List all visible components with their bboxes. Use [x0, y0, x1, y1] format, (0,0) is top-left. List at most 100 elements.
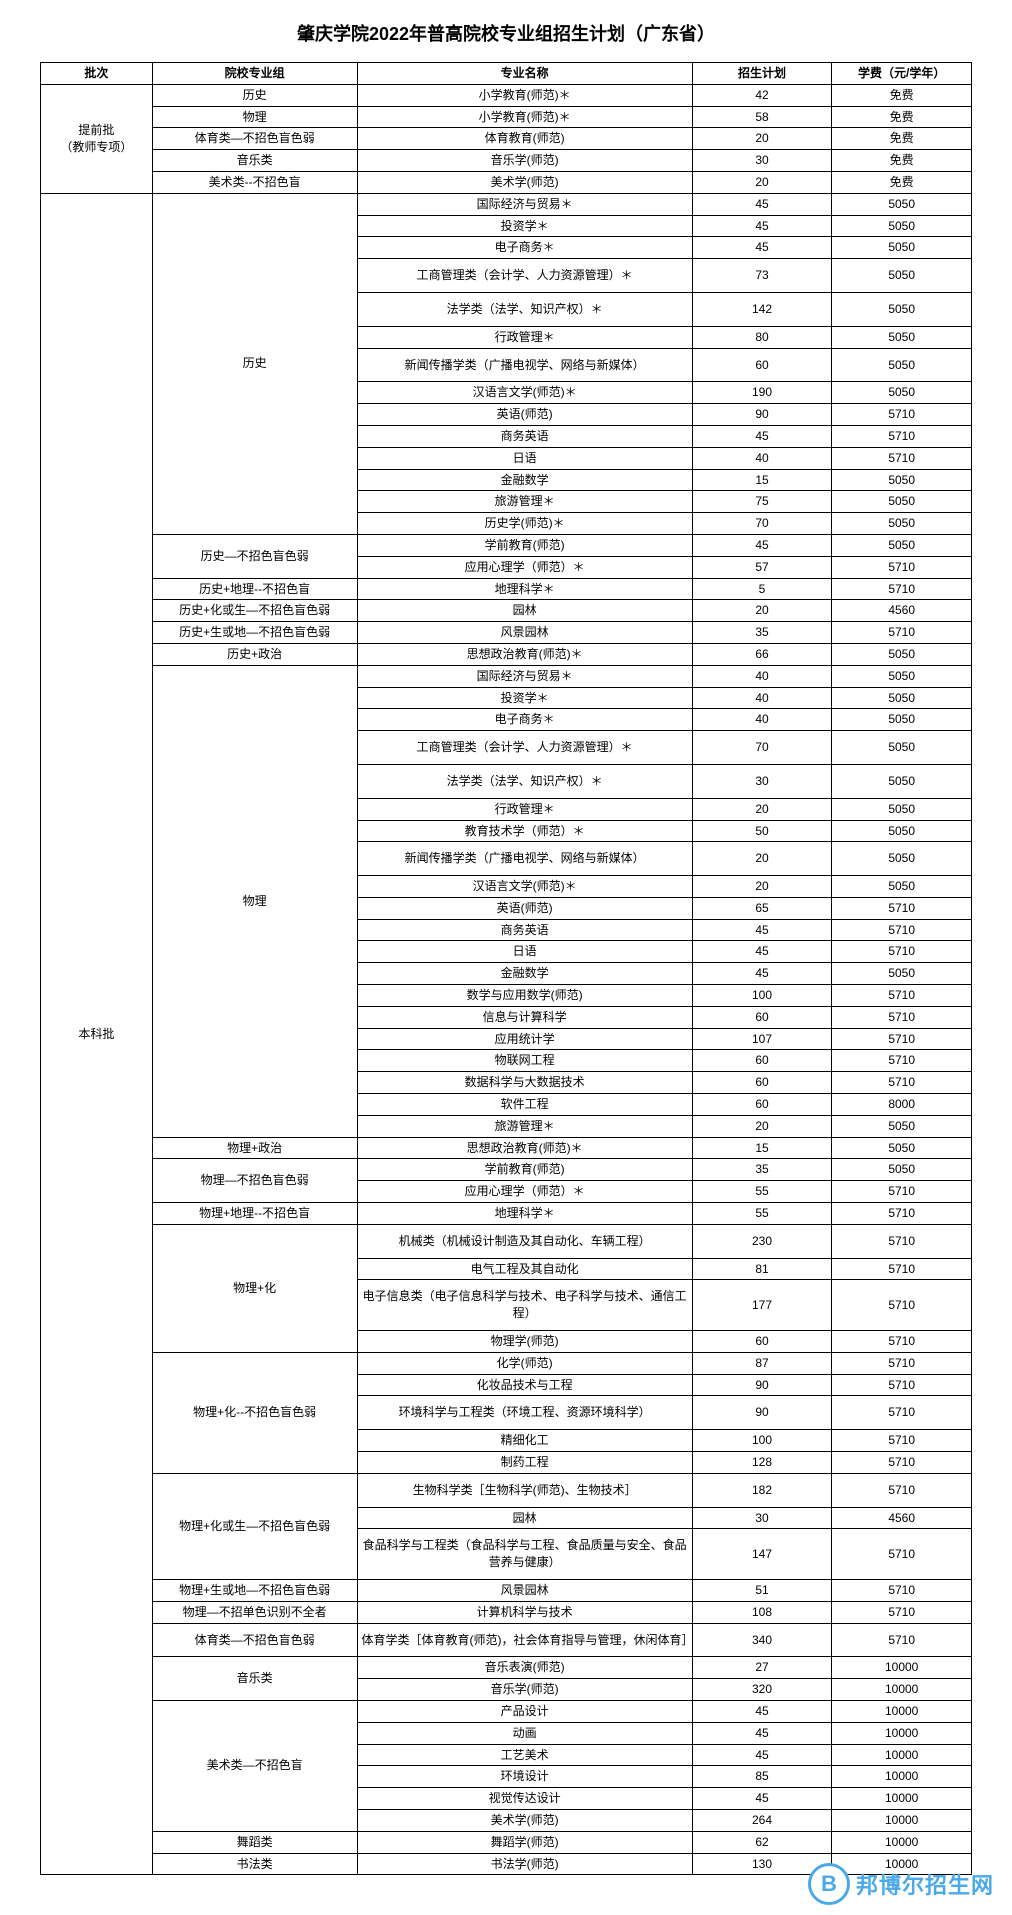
plan-cell: 20 [692, 128, 832, 150]
plan-cell: 90 [692, 404, 832, 426]
major-cell: 行政管理＊ [357, 798, 692, 820]
table-row: 音乐类音乐学(师范)30免费 [41, 150, 972, 172]
plan-cell: 60 [692, 1331, 832, 1353]
plan-cell: 35 [692, 1159, 832, 1181]
table-row: 舞蹈类舞蹈学(师范)6210000 [41, 1831, 972, 1853]
major-cell: 商务英语 [357, 919, 692, 941]
major-cell: 美术学(师范) [357, 171, 692, 193]
fee-cell: 5710 [832, 1529, 972, 1580]
major-cell: 体育学类［体育教育(师范)，社会体育指导与管理，休闲体育］ [357, 1623, 692, 1657]
col-header-fee: 学费（元/学年） [832, 63, 972, 85]
major-cell: 汉语言文学(师范)＊ [357, 382, 692, 404]
plan-cell: 190 [692, 382, 832, 404]
plan-cell: 70 [692, 731, 832, 765]
col-header-plan: 招生计划 [692, 63, 832, 85]
major-cell: 书法学(师范) [357, 1853, 692, 1875]
plan-cell: 40 [692, 709, 832, 731]
plan-cell: 45 [692, 237, 832, 259]
major-cell: 教育技术学（师范）＊ [357, 820, 692, 842]
major-cell: 园林 [357, 600, 692, 622]
fee-cell: 10000 [832, 1788, 972, 1810]
watermark: B 邦博尔招生网 [808, 1863, 994, 1905]
col-header-group: 院校专业组 [152, 63, 357, 85]
major-cell: 小学教育(师范)＊ [357, 84, 692, 106]
major-cell: 机械类（机械设计制造及其自动化、车辆工程） [357, 1224, 692, 1258]
major-cell: 应用统计学 [357, 1028, 692, 1050]
fee-cell: 5050 [832, 1137, 972, 1159]
plan-cell: 45 [692, 1788, 832, 1810]
fee-cell: 5050 [832, 326, 972, 348]
plan-cell: 340 [692, 1623, 832, 1657]
major-cell: 环境设计 [357, 1766, 692, 1788]
plan-cell: 75 [692, 491, 832, 513]
group-cell: 体育类—不招色盲色弱 [152, 128, 357, 150]
major-cell: 新闻传播学类（广播电视学、网络与新媒体） [357, 842, 692, 876]
major-cell: 投资学＊ [357, 687, 692, 709]
major-cell: 美术学(师范) [357, 1809, 692, 1831]
major-cell: 地理科学＊ [357, 1203, 692, 1225]
major-cell: 行政管理＊ [357, 326, 692, 348]
plan-cell: 66 [692, 643, 832, 665]
fee-cell: 5710 [832, 1280, 972, 1331]
batch-cell: 本科批 [41, 193, 153, 1875]
major-cell: 体育教育(师范) [357, 128, 692, 150]
major-cell: 小学教育(师范)＊ [357, 106, 692, 128]
table-row: 音乐类音乐表演(师范)2710000 [41, 1657, 972, 1679]
plan-cell: 27 [692, 1657, 832, 1679]
major-cell: 应用心理学（师范）＊ [357, 556, 692, 578]
major-cell: 工艺美术 [357, 1744, 692, 1766]
plan-cell: 45 [692, 1744, 832, 1766]
major-cell: 法学类（法学、知识产权）＊ [357, 764, 692, 798]
fee-cell: 5710 [832, 447, 972, 469]
plan-cell: 15 [692, 469, 832, 491]
table-header-row: 批次 院校专业组 专业名称 招生计划 学费（元/学年） [41, 63, 972, 85]
major-cell: 音乐学(师范) [357, 150, 692, 172]
major-cell: 舞蹈学(师范) [357, 1831, 692, 1853]
col-header-major: 专业名称 [357, 63, 692, 85]
plan-cell: 60 [692, 1094, 832, 1116]
table-row: 物理+化--不招色盲色弱化学(师范)875710 [41, 1352, 972, 1374]
plan-cell: 45 [692, 193, 832, 215]
plan-cell: 45 [692, 1722, 832, 1744]
major-cell: 食品科学与工程类（食品科学与工程、食品质量与安全、食品营养与健康） [357, 1529, 692, 1580]
group-cell: 历史+化或生—不招色盲色弱 [152, 600, 357, 622]
fee-cell: 5050 [832, 963, 972, 985]
group-cell: 物理—不招单色识别不全者 [152, 1601, 357, 1623]
plan-cell: 45 [692, 215, 832, 237]
watermark-text: 邦博尔招生网 [856, 1868, 994, 1900]
major-cell: 应用心理学（师范）＊ [357, 1181, 692, 1203]
fee-cell: 10000 [832, 1657, 972, 1679]
fee-cell: 5710 [832, 1601, 972, 1623]
plan-cell: 55 [692, 1203, 832, 1225]
major-cell: 音乐表演(师范) [357, 1657, 692, 1679]
fee-cell: 5710 [832, 1028, 972, 1050]
plan-cell: 20 [692, 171, 832, 193]
plan-cell: 80 [692, 326, 832, 348]
fee-cell: 免费 [832, 171, 972, 193]
plan-cell: 320 [692, 1679, 832, 1701]
fee-cell: 5050 [832, 764, 972, 798]
group-cell: 物理+生或地—不招色盲色弱 [152, 1580, 357, 1602]
plan-cell: 55 [692, 1181, 832, 1203]
group-cell: 物理—不招色盲色弱 [152, 1159, 357, 1203]
plan-cell: 40 [692, 687, 832, 709]
group-cell: 历史 [152, 193, 357, 534]
major-cell: 生物科学类［生物科学(师范)、生物技术］ [357, 1473, 692, 1507]
plan-cell: 60 [692, 1050, 832, 1072]
major-cell: 数学与应用数学(师范) [357, 985, 692, 1007]
plan-cell: 81 [692, 1258, 832, 1280]
major-cell: 法学类（法学、知识产权）＊ [357, 292, 692, 326]
fee-cell: 免费 [832, 128, 972, 150]
plan-cell: 230 [692, 1224, 832, 1258]
group-cell: 物理 [152, 665, 357, 1137]
table-row: 物理—不招单色识别不全者计算机科学与技术1085710 [41, 1601, 972, 1623]
fee-cell: 10000 [832, 1679, 972, 1701]
plan-cell: 128 [692, 1452, 832, 1474]
group-cell: 音乐类 [152, 1657, 357, 1701]
major-cell: 工商管理类（会计学、人力资源管理）＊ [357, 731, 692, 765]
fee-cell: 5050 [832, 1115, 972, 1137]
group-cell: 舞蹈类 [152, 1831, 357, 1853]
plan-cell: 73 [692, 259, 832, 293]
fee-cell: 5710 [832, 1452, 972, 1474]
plan-cell: 45 [692, 919, 832, 941]
